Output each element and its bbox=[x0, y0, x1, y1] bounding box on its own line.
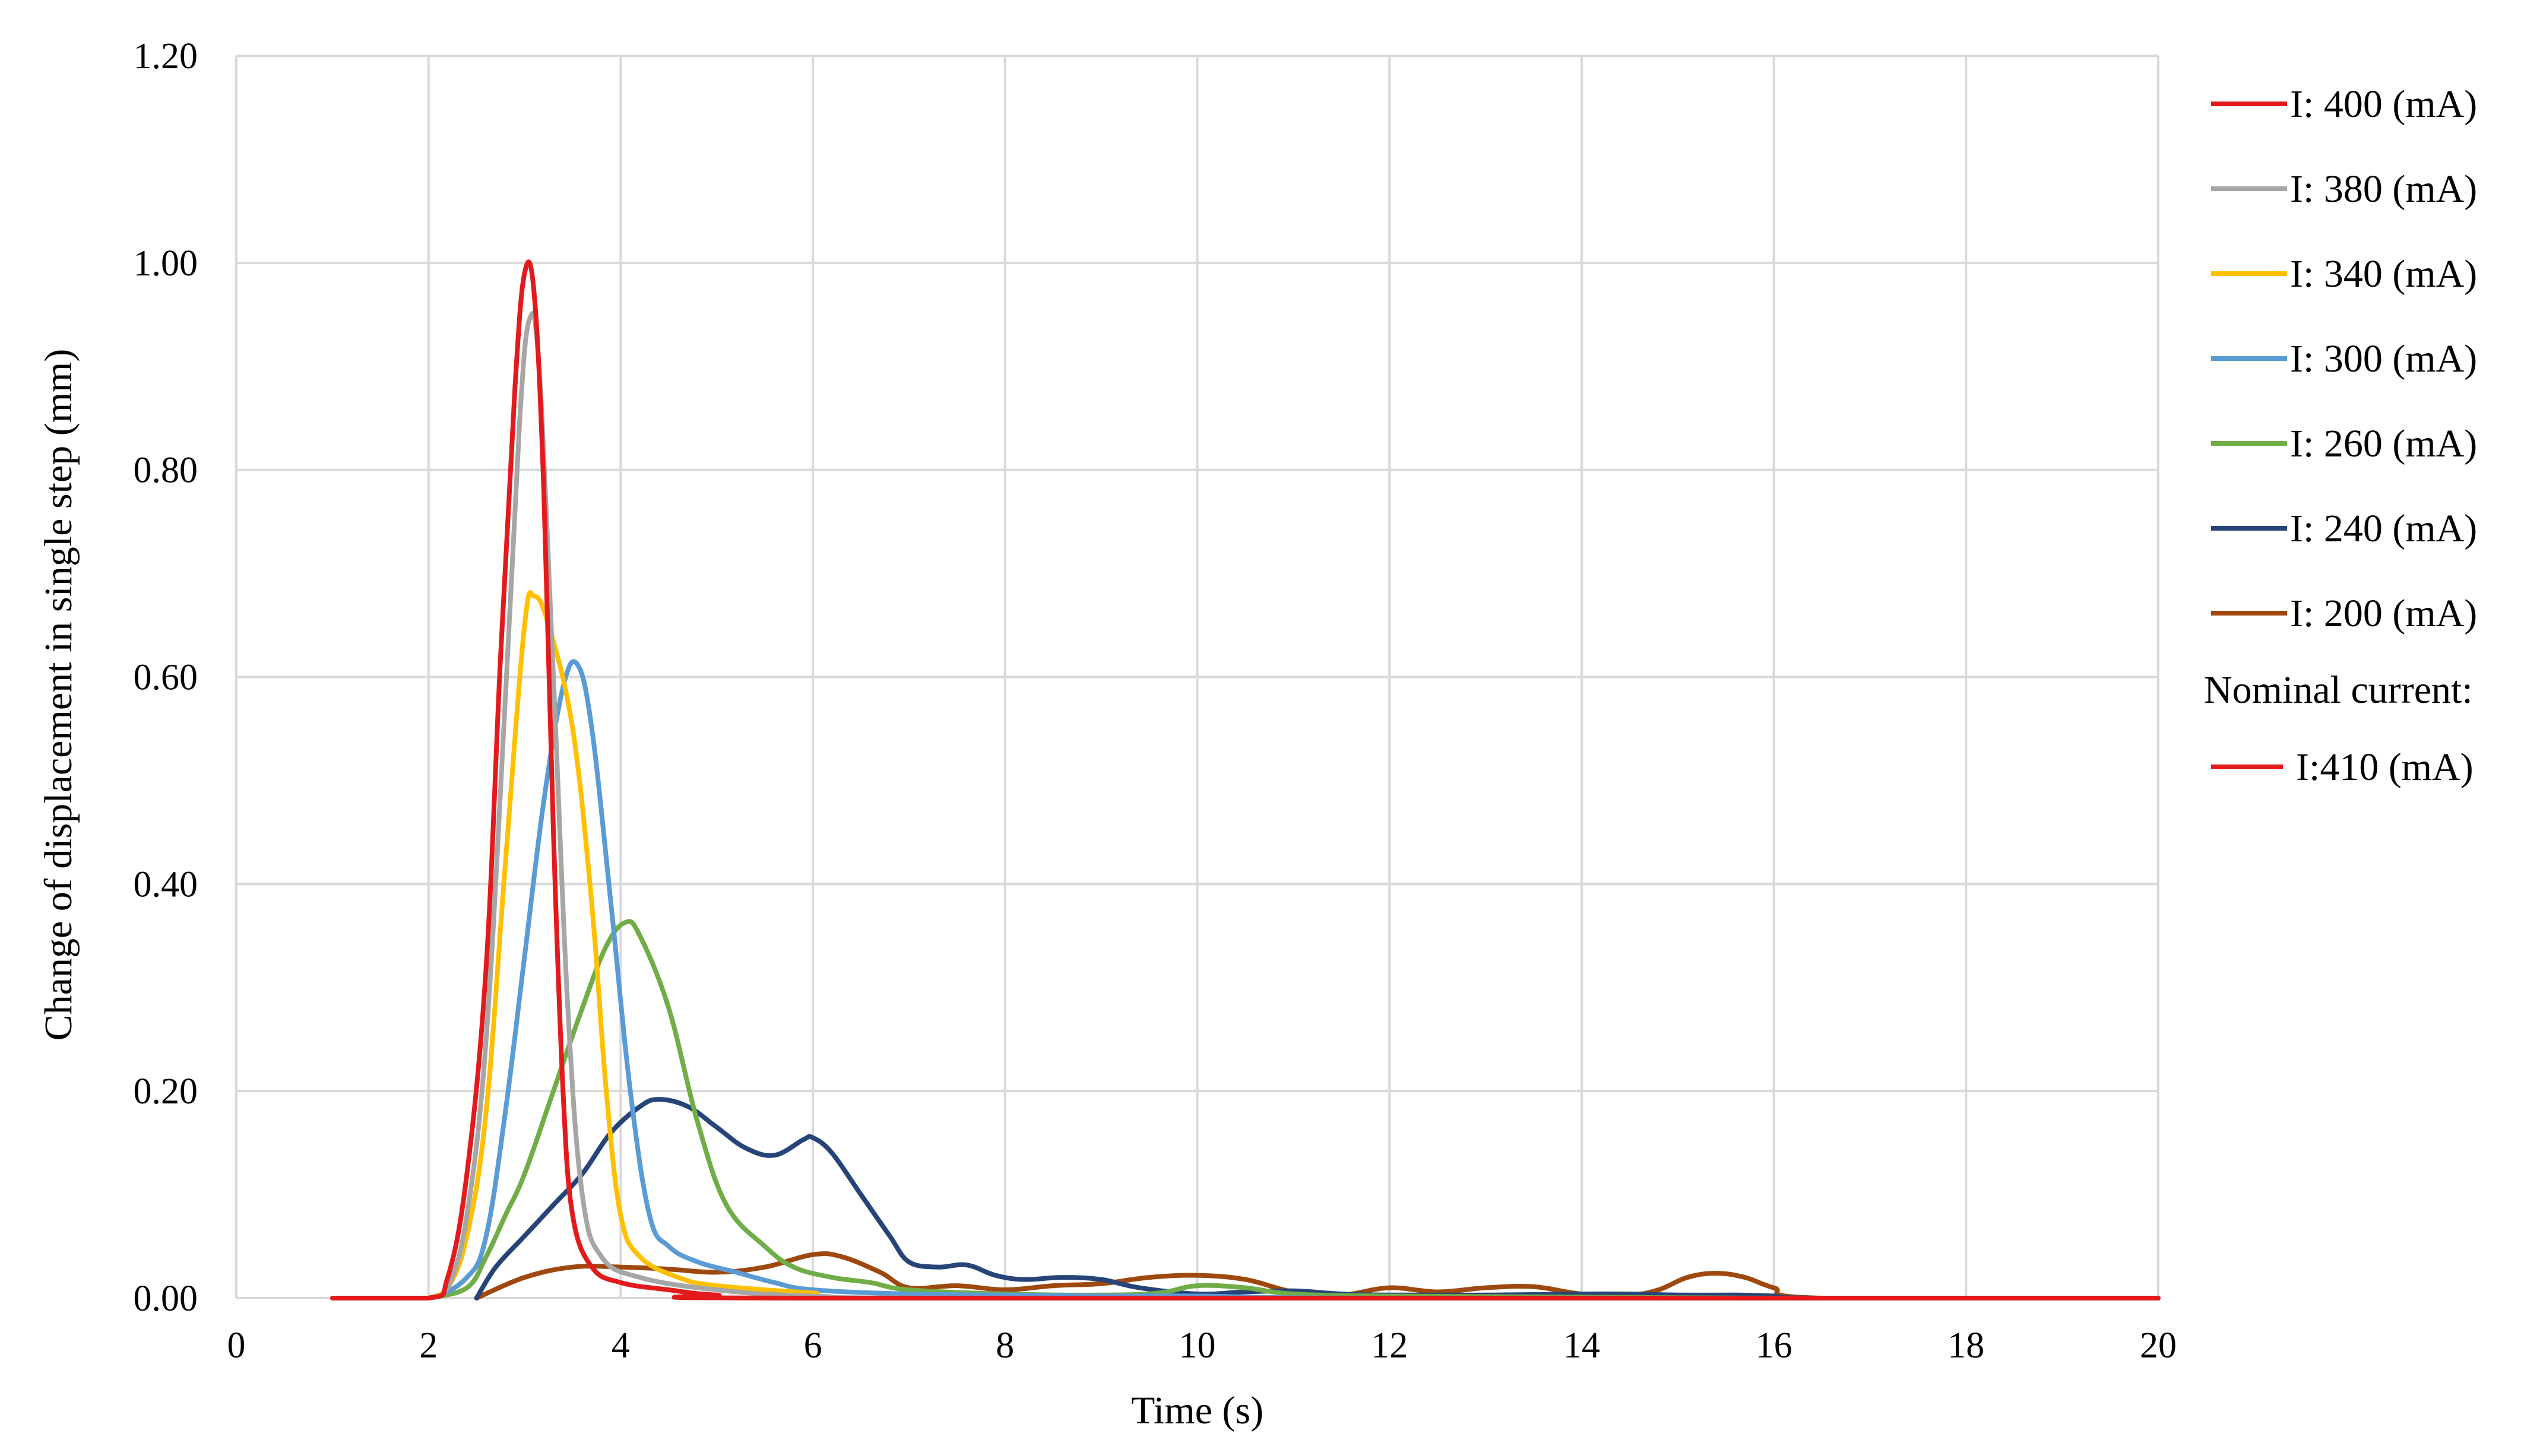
legend-label: I: 340 (mA) bbox=[2290, 252, 2477, 296]
x-tick-label: 2 bbox=[419, 1325, 438, 1366]
legend-label: I: 260 (mA) bbox=[2290, 422, 2477, 465]
x-tick-label: 18 bbox=[1947, 1325, 1984, 1366]
legend-note: Nominal current: bbox=[2204, 668, 2473, 712]
y-tick-label: 0.80 bbox=[134, 451, 198, 491]
x-tick-label: 8 bbox=[996, 1325, 1014, 1366]
gridlines bbox=[235, 55, 2159, 1299]
legend-label: I: 240 (mA) bbox=[2290, 507, 2477, 550]
x-tick-label: 0 bbox=[227, 1325, 246, 1366]
y-tick-label: 1.20 bbox=[134, 36, 198, 77]
x-tick-label: 14 bbox=[1563, 1325, 1600, 1366]
legend-label: I: 300 (mA) bbox=[2290, 337, 2477, 380]
y-tick-label: 0.40 bbox=[134, 864, 198, 905]
y-tick-label: 0.00 bbox=[134, 1279, 198, 1319]
y-tick-label: 0.60 bbox=[134, 658, 198, 698]
y-axis-title: Change of displacement in single step (m… bbox=[37, 349, 80, 1041]
x-tick-label: 6 bbox=[804, 1325, 822, 1366]
legend-label: I: 400 (mA) bbox=[2290, 83, 2477, 126]
x-tick-label: 16 bbox=[1756, 1325, 1792, 1366]
series-line-i-400-ma bbox=[330, 259, 2161, 1301]
series-line-i-240-ma bbox=[474, 1097, 2161, 1301]
x-axis-tick-labels: 0 2 4 6 8 10 12 14 16 18 20 bbox=[227, 1325, 2177, 1366]
x-tick-label: 20 bbox=[2140, 1325, 2177, 1366]
legend: I: 400 (mA) I: 380 (mA) I: 340 (mA) I: 300 … bbox=[2204, 83, 2477, 789]
y-tick-label: 0.20 bbox=[134, 1071, 198, 1112]
legend-label: I: 380 (mA) bbox=[2290, 167, 2477, 211]
x-axis-title: Time (s) bbox=[1131, 1389, 1263, 1432]
x-tick-label: 12 bbox=[1371, 1325, 1408, 1366]
y-axis-tick-labels: 0.00 0.20 0.40 0.60 0.80 1.00 1.20 bbox=[134, 36, 198, 1319]
series-lines bbox=[330, 259, 2161, 1301]
x-tick-label: 4 bbox=[612, 1325, 630, 1366]
y-tick-label: 1.00 bbox=[134, 243, 198, 284]
x-tick-label: 10 bbox=[1179, 1325, 1216, 1366]
legend-label: I:410 (mA) bbox=[2296, 746, 2474, 789]
legend-label: I: 200 (mA) bbox=[2290, 592, 2477, 635]
